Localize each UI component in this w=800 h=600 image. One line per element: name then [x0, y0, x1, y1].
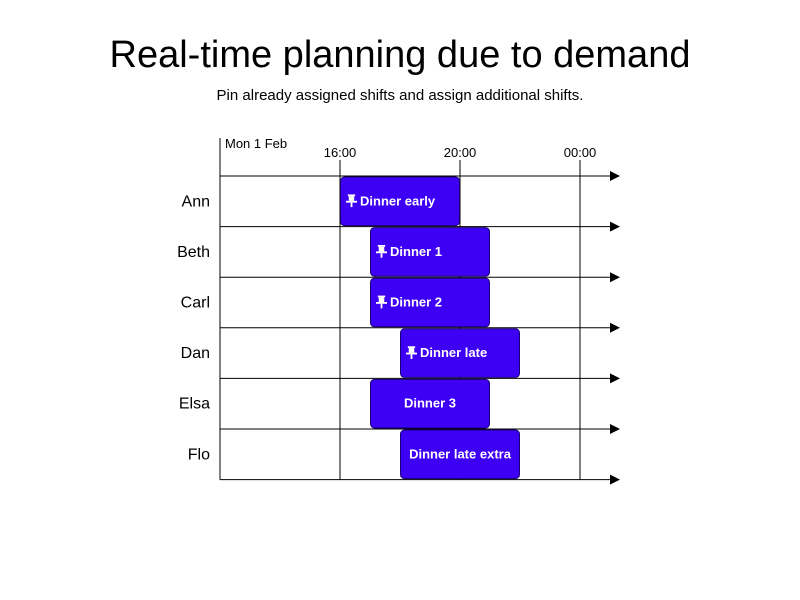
- arrow-head: [610, 171, 620, 181]
- employee-name: Dan: [181, 345, 210, 362]
- shift-bar[interactable]: Dinner late: [400, 328, 520, 378]
- arrow-head: [610, 272, 620, 283]
- shift-label: Dinner 3: [404, 396, 456, 411]
- shift-block: [400, 429, 520, 480]
- employee-name: Carl: [181, 295, 210, 312]
- shift-bar[interactable]: Dinner 1: [370, 227, 490, 277]
- arrow-head: [610, 373, 620, 384]
- time-tick-label: 16:00: [324, 145, 357, 160]
- shift-bars: Dinner early Dinner 1 Dinner 2 Dinner late D…: [340, 176, 520, 480]
- shift-label: Dinner early: [360, 193, 436, 208]
- arrow-head: [610, 424, 620, 434]
- shift-block: [340, 176, 460, 227]
- shift-label: Dinner 1: [390, 244, 442, 259]
- page-title: Real-time planning due to demand: [109, 34, 691, 76]
- employee-name: Beth: [177, 244, 210, 261]
- shift-block: [370, 277, 490, 328]
- employee-name: Flo: [188, 446, 210, 463]
- grid: [219, 138, 620, 485]
- arrow-head: [610, 221, 620, 232]
- shift-block: [400, 328, 520, 378]
- shift-label: Dinner 2: [390, 295, 442, 310]
- time-tick-label: 20:00: [444, 145, 477, 160]
- date-label: Mon 1 Feb: [225, 136, 287, 151]
- shift-label: Dinner late: [420, 345, 487, 360]
- row-labels: Ann Beth Carl Dan Elsa Flo: [177, 193, 210, 463]
- shift-bar[interactable]: Dinner early: [340, 176, 460, 227]
- arrow-head: [610, 474, 620, 485]
- arrow-head: [610, 322, 620, 333]
- employee-name: Ann: [182, 193, 210, 210]
- page-subtitle: Pin already assigned shifts and assign a…: [216, 87, 584, 104]
- shift-label: Dinner late extra: [409, 446, 512, 461]
- shift-block: [370, 378, 490, 429]
- employee-name: Elsa: [179, 396, 210, 413]
- shift-bar[interactable]: Dinner late extra: [400, 429, 520, 480]
- shift-block: [370, 227, 490, 277]
- time-tick-label: 00:00: [564, 145, 597, 160]
- shift-bar[interactable]: Dinner 3: [370, 378, 490, 429]
- time-axis: Mon 1 Feb 16:00 20:00 00:00: [225, 136, 596, 160]
- shift-bar[interactable]: Dinner 2: [370, 277, 490, 328]
